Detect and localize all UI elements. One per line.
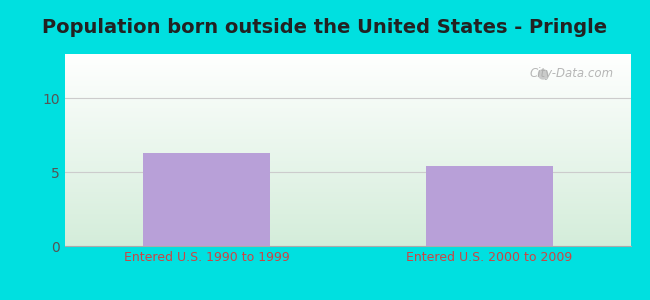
Bar [426,166,552,246]
Text: ●: ● [536,67,549,80]
Text: City-Data.com: City-Data.com [529,68,614,80]
Bar [143,153,270,246]
Text: Population born outside the United States - Pringle: Population born outside the United State… [42,18,608,37]
